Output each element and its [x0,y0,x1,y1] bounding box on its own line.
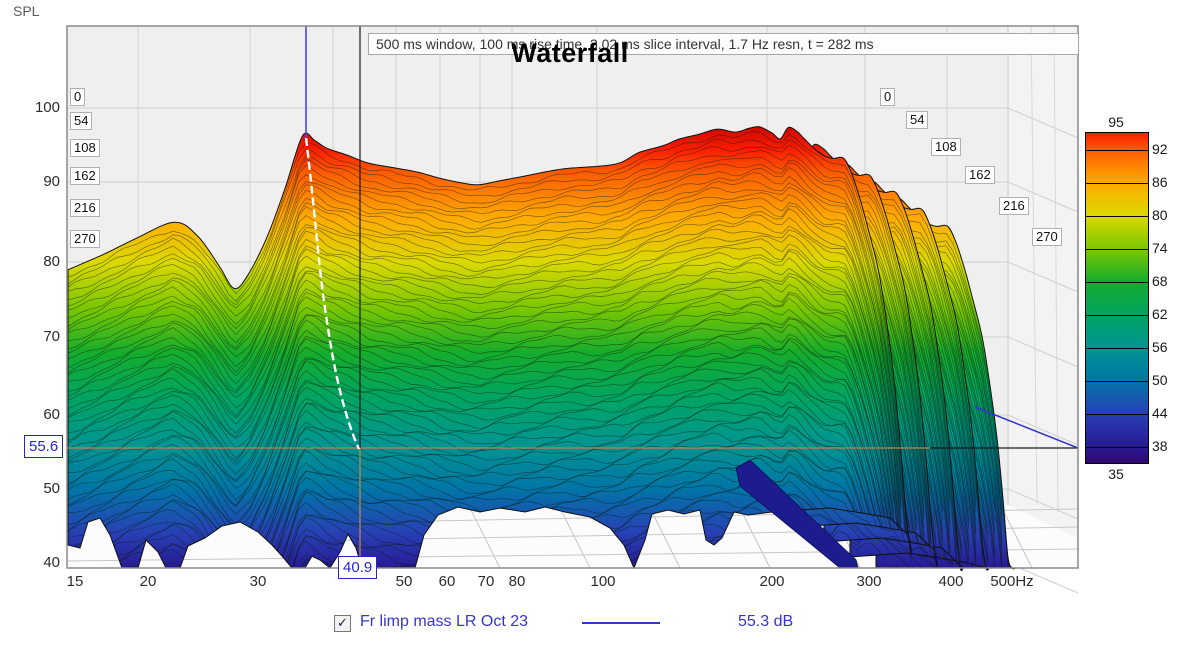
grid-line [1030,25,1038,506]
grid-line [1001,507,1033,569]
trace-level-line-3d [974,406,1079,449]
time-slice-label: 216 [999,197,1029,215]
time-slice-label: 54 [906,111,929,129]
measurement-info-bar: 500 ms window, 100 ms rise time, 3.02 ms… [368,33,1079,55]
grid-line [559,507,591,569]
colorbar-scale-label: 68 [1152,272,1168,289]
colorbar-step-line [1086,215,1148,217]
x-tick-label: 15 [66,573,84,590]
x-tick-label: 50 [395,573,413,590]
colorbar-scale-label: 50 [1152,371,1168,388]
trace-legend-row: ✓ Fr limp mass LR Oct 23 55.3 dB [0,612,1200,638]
x-tick-label: 20 [139,573,157,590]
y-tick-label: 80 [43,253,60,270]
colorbar-step-line [1086,314,1148,316]
x-tick-label: 200 [759,573,785,590]
time-slice-label: 0 [70,88,86,106]
cursor-crosshair[interactable] [67,26,1078,568]
plot-border [66,25,1079,569]
x-tick-label: 500Hz [990,573,1034,590]
colorbar-scale-label: 44 [1152,404,1168,421]
waterfall-surface [67,126,912,570]
y-tick-label: 90 [43,173,60,190]
time-slice-label: 54 [70,112,93,130]
colorbar-min-label: 35 [1108,466,1124,482]
trace-color-swatch [582,622,660,624]
grid-line [1053,25,1059,513]
colorbar-step-line [1086,182,1148,184]
colorbar-scale-label: 86 [1152,173,1168,190]
trace-cursor-value: 55.3 dB [738,613,794,630]
chart-title: Waterfall [511,38,629,68]
time-slice-label: 216 [70,199,100,217]
y-tick-label: 50 [43,480,60,497]
side-wall [1008,26,1078,568]
x-tick-label: 30 [249,573,267,590]
x-tick-label: 80 [508,573,526,590]
grid-line [1007,181,1079,213]
decay-contour-lines [68,130,909,568]
x-tick-label: 100 [590,573,616,590]
cursor-frequency-readout[interactable]: 40.9 [338,556,378,579]
colorbar-step-line [1086,248,1148,250]
time-slice-label: 270 [1032,228,1062,246]
colorbar-scale-label: 92 [1152,140,1168,157]
time-slice-label: 108 [931,138,961,156]
y-tick-label: 60 [43,406,60,423]
grid-line [1007,414,1079,446]
time-slice-label: 108 [70,139,100,157]
cursor-spl-readout[interactable]: 55.6 [24,435,64,458]
x-tick-label: 70 [477,573,495,590]
colorbar-scale-label: 80 [1152,206,1168,223]
trace-name-label[interactable]: Fr limp mass LR Oct 23 [360,613,529,630]
colorbar-step-line [1086,446,1148,448]
grid-line [1007,107,1079,139]
colorbar-step-line [1086,380,1148,382]
colorbar-max-label: 95 [1108,114,1124,130]
spl-axis-label: SPL [13,3,40,19]
colorbar-step-line [1086,281,1148,283]
x-tick-label: 400 [938,573,964,590]
colorbar-scale-label: 74 [1152,239,1168,256]
grid-line [1007,488,1079,520]
time-slice-label: 270 [70,230,100,248]
grid-line [1007,261,1079,293]
colorbar-scale-label: 38 [1152,437,1168,454]
x-tick-label: 60 [438,573,456,590]
x-tick-label: 300 [856,573,882,590]
colorbar-step-line [1086,413,1148,415]
colorbar-step-line [1086,347,1148,349]
colorbar-scale-label: 56 [1152,338,1168,355]
colorbar-step-line [1086,149,1148,151]
grid-line [1007,336,1079,368]
cursor-slice-trace [304,137,361,450]
spl-colorbar [1085,132,1149,464]
y-tick-label: 40 [43,554,60,571]
time-slice-label: 162 [965,166,995,184]
grid-line [469,507,501,569]
grid-line [739,507,771,569]
colorbar-scale-label: 62 [1152,305,1168,322]
y-tick-label: 70 [43,328,60,345]
trace-visibility-checkbox[interactable]: ✓ [334,615,351,632]
y-tick-label: 100 [34,99,60,116]
time-slice-label: 0 [880,88,896,106]
grid-line [649,507,681,569]
time-slice-label: 162 [70,167,100,185]
